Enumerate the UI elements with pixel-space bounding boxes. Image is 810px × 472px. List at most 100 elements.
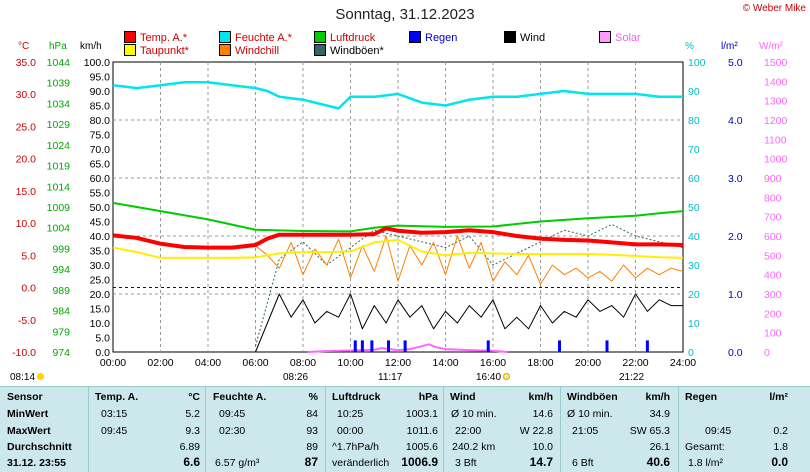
avg-temp: 6.89 bbox=[179, 441, 200, 453]
axis-tick-temp: 15.0 bbox=[16, 186, 37, 198]
max-gust-time: 21:05 bbox=[572, 425, 599, 437]
max-rain: 0.2 bbox=[773, 425, 788, 437]
axis-tick-temp: 35.0 bbox=[16, 57, 37, 69]
legend-pressure: Luftdruck bbox=[314, 31, 375, 44]
sunrise-label: 08:14 bbox=[10, 372, 36, 383]
min-hum-time: 09:45 bbox=[219, 408, 246, 420]
axis-tick-humidity: 40 bbox=[688, 231, 700, 243]
axis-unit-solar: W/m² bbox=[759, 41, 783, 52]
hdr-sensor: Sensor bbox=[7, 391, 43, 403]
axis-tick-temp: 0.0 bbox=[21, 283, 36, 295]
copyright[interactable]: © Weber Mike bbox=[742, 3, 806, 14]
legend-gusts: Windböen* bbox=[314, 44, 384, 57]
min-gust: 34.9 bbox=[649, 408, 670, 420]
x-tick-label: 20:00 bbox=[575, 357, 601, 369]
axis-tick-pressure: 1034 bbox=[47, 98, 71, 110]
axis-tick-wind: 15.0 bbox=[90, 304, 111, 316]
axis-tick-wind: 50.0 bbox=[90, 202, 111, 214]
axis-unit-temp: °C bbox=[18, 41, 30, 52]
hdr-gust: Windböen bbox=[567, 391, 618, 403]
min-hum: 84 bbox=[306, 408, 318, 420]
axis-tick-solar: 100 bbox=[764, 328, 782, 340]
series-line-tempa bbox=[112, 226, 684, 250]
legend-wind: Wind bbox=[504, 31, 545, 44]
legend-dewpoint: Taupunkt* bbox=[124, 44, 189, 57]
axis-tick-pressure: 1004 bbox=[47, 223, 71, 235]
axis-tick-rain: 5.0 bbox=[728, 57, 743, 69]
axis-tick-solar: 700 bbox=[764, 212, 782, 224]
x-tick-label: 16:00 bbox=[480, 357, 506, 369]
x-tick-label: 18:00 bbox=[527, 357, 553, 369]
hdr-wind-unit: km/h bbox=[528, 391, 553, 403]
legend-humidity-swatch bbox=[219, 31, 231, 43]
axis-tick-humidity: 0 bbox=[688, 347, 694, 359]
x-tick-label: 08:00 bbox=[290, 357, 316, 369]
hdr-hum: Feuchte A. bbox=[213, 391, 267, 403]
axis-tick-solar: 400 bbox=[764, 270, 782, 282]
now-gust-label: 6 Bft bbox=[572, 457, 594, 469]
rain-bar bbox=[387, 340, 390, 352]
legend-dewpoint-label: Taupunkt* bbox=[140, 45, 189, 57]
sun-marker-3: 21:22 bbox=[619, 372, 645, 383]
axis-tick-temp: -5.0 bbox=[18, 315, 36, 327]
x-tick-label: 14:00 bbox=[432, 357, 458, 369]
axis-tick-pressure: 979 bbox=[52, 326, 70, 338]
hdr-wind: Wind bbox=[450, 391, 476, 403]
axis-tick-pressure: 974 bbox=[52, 347, 70, 359]
axis-tick-solar: 500 bbox=[764, 250, 782, 262]
axis-tick-wind: 10.0 bbox=[90, 318, 111, 330]
sunset-time: 16:40 bbox=[476, 372, 511, 383]
axis-tick-solar: 1000 bbox=[764, 154, 788, 166]
series-line-taupunkt bbox=[112, 238, 684, 259]
now-gust: 40.6 bbox=[646, 455, 670, 469]
avg-rain: 1.8 bbox=[773, 441, 788, 453]
rain-bar bbox=[360, 340, 364, 352]
axis-tick-rain: 1.0 bbox=[728, 289, 743, 301]
axis-unit-pressure: hPa bbox=[49, 41, 67, 52]
sun-marker-2: 11:17 bbox=[378, 372, 403, 383]
series-line-wind bbox=[255, 293, 683, 353]
legend-pressure-swatch bbox=[314, 31, 326, 43]
legend-humidity-label: Feuchte A.* bbox=[235, 32, 292, 44]
axis-tick-temp: 25.0 bbox=[16, 121, 37, 133]
max-hum-time: 02:30 bbox=[219, 425, 246, 437]
now-press-label: veränderlich bbox=[332, 457, 390, 469]
axis-tick-humidity: 70 bbox=[688, 144, 700, 156]
x-tick-label: 24:00 bbox=[670, 357, 696, 369]
x-tick-label: 00:00 bbox=[100, 357, 126, 369]
axis-unit-rain: l/m² bbox=[721, 41, 738, 52]
hdr-gust-unit: km/h bbox=[645, 391, 670, 403]
axis-tick-pressure: 1009 bbox=[47, 202, 71, 214]
legend-windchill-swatch bbox=[219, 44, 231, 56]
axis-tick-rain: 0.0 bbox=[728, 347, 743, 359]
avg-wind: 10.0 bbox=[532, 441, 553, 453]
sunset-label: 16:40 bbox=[476, 372, 502, 383]
now-press: 1006.9 bbox=[401, 455, 438, 469]
axis-tick-humidity: 80 bbox=[688, 115, 700, 127]
axis-tick-wind: 90.0 bbox=[90, 86, 111, 98]
axis-tick-pressure: 1029 bbox=[47, 119, 71, 131]
axis-tick-pressure: 1044 bbox=[47, 57, 71, 69]
col-divider bbox=[443, 387, 444, 472]
legend-gusts-swatch bbox=[314, 44, 326, 56]
axis-tick-solar: 1500 bbox=[764, 57, 788, 69]
row-label-min: MinWert bbox=[7, 408, 49, 420]
legend-temp-swatch bbox=[124, 31, 136, 43]
rain-bar bbox=[605, 340, 609, 352]
axis-tick-wind: 35.0 bbox=[90, 246, 111, 258]
x-tick-label: 06:00 bbox=[242, 357, 268, 369]
series-line-luftdruck bbox=[112, 201, 684, 233]
row-label-avg: Durchschnitt bbox=[7, 441, 72, 453]
legend-solar: Solar bbox=[599, 31, 641, 44]
sun-icon bbox=[503, 373, 511, 380]
legend-windchill-label: Windchill bbox=[235, 45, 280, 57]
rain-bar bbox=[370, 340, 374, 352]
rain-bar bbox=[645, 340, 649, 352]
axis-tick-wind: 30.0 bbox=[90, 260, 111, 272]
legend-humidity: Feuchte A.* bbox=[219, 31, 292, 44]
axis-tick-pressure: 984 bbox=[52, 306, 70, 318]
axis-tick-rain: 3.0 bbox=[728, 173, 743, 185]
axis-tick-wind: 65.0 bbox=[90, 159, 111, 171]
axis-tick-wind: 100.0 bbox=[84, 57, 110, 69]
axis-tick-wind: 80.0 bbox=[90, 115, 111, 127]
